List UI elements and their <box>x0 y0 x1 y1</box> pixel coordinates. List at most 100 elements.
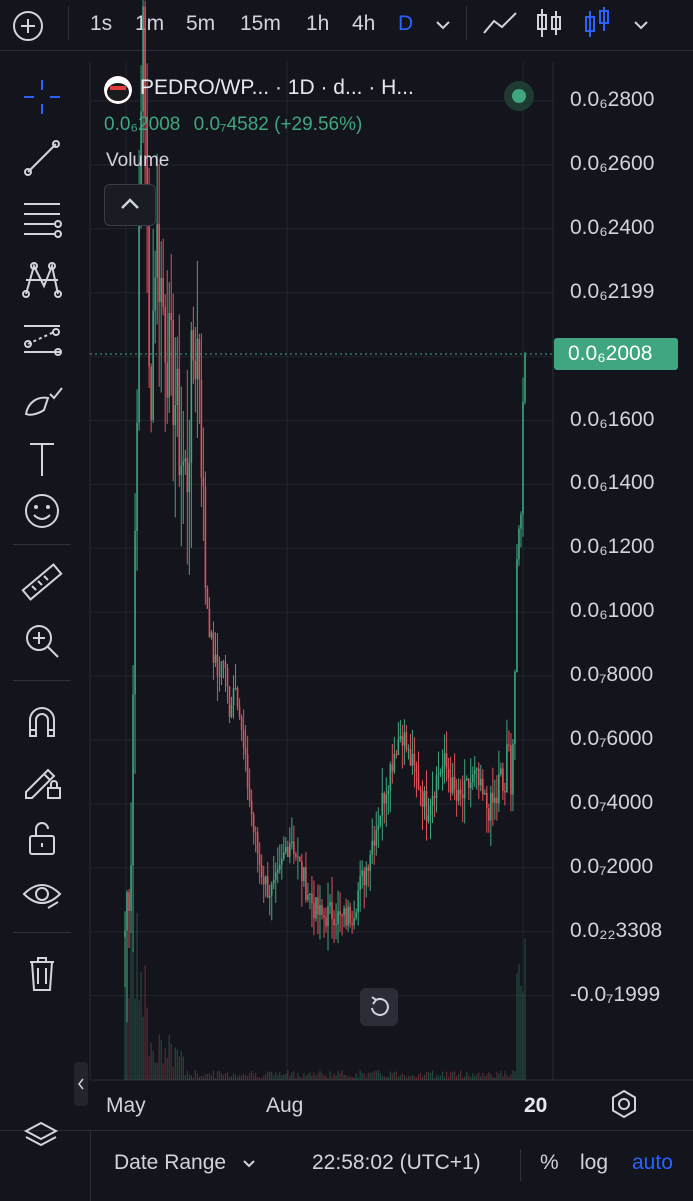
timeframe-1h[interactable]: 1h <box>306 12 330 35</box>
settings-icon[interactable] <box>608 1088 640 1120</box>
volume-label[interactable]: Volume <box>106 150 170 171</box>
candle-body <box>411 753 414 766</box>
volume-bar <box>468 1075 470 1080</box>
log-scale-button[interactable]: log <box>580 1151 609 1174</box>
volume-bar <box>433 1077 436 1080</box>
candle-body <box>289 843 291 858</box>
chevron-down-icon[interactable] <box>630 14 652 36</box>
candle-body <box>184 458 187 462</box>
candle-body <box>204 486 207 588</box>
candle-body <box>490 792 492 821</box>
candle-body <box>345 908 347 926</box>
candle-body <box>327 906 329 927</box>
volume-bar <box>323 1075 325 1080</box>
candle-body <box>488 808 490 821</box>
candles-icon[interactable] <box>530 5 570 41</box>
volume-bar <box>130 931 132 1080</box>
candle-body <box>303 867 305 882</box>
collapse-toolbar-button[interactable] <box>74 1062 88 1106</box>
volume-bar <box>166 1057 168 1080</box>
brush-icon[interactable] <box>18 376 66 422</box>
volume-bar <box>522 992 524 1080</box>
date-range-button[interactable]: Date Range <box>114 1151 227 1174</box>
magnet-icon[interactable] <box>18 698 66 744</box>
candle-body <box>291 841 293 844</box>
candle-body <box>357 890 359 913</box>
reset-chart-button[interactable] <box>360 988 398 1026</box>
auto-scale-button[interactable]: auto <box>632 1151 673 1174</box>
layers-icon[interactable] <box>22 1117 60 1155</box>
candle-body <box>361 870 363 876</box>
volume-bar <box>367 1072 369 1080</box>
heikin-ashi-icon[interactable] <box>580 5 620 41</box>
trend-line-icon[interactable] <box>18 136 66 182</box>
volume-bar <box>361 1072 363 1080</box>
candle-body <box>383 792 386 804</box>
timeframe-1s[interactable]: 1s <box>90 12 113 35</box>
crosshair-icon[interactable] <box>18 74 66 120</box>
candle-body <box>176 368 179 405</box>
volume-bar <box>369 1072 371 1080</box>
candle-body <box>246 754 249 789</box>
volume-bar <box>303 1073 305 1080</box>
symbol-title[interactable]: PEDRO/WP... · 1D · d... · H... <box>140 76 414 99</box>
time-label-latest: 20 <box>524 1094 548 1117</box>
pattern-icon[interactable] <box>18 256 66 302</box>
toolbar-divider <box>13 680 71 681</box>
price-tick-label: 0.0₇8000 <box>570 663 654 687</box>
candle-body <box>196 338 199 380</box>
percent-scale-button[interactable]: % <box>540 1151 559 1174</box>
candle-body <box>461 794 464 799</box>
volume-bar <box>144 965 146 1080</box>
candle-body <box>168 313 171 398</box>
candle-body <box>280 858 283 865</box>
volume-bar <box>373 1070 375 1080</box>
volume-bar <box>520 985 522 1080</box>
forecast-icon[interactable] <box>18 316 66 362</box>
volume-bar <box>222 1075 225 1080</box>
chevron-down-icon[interactable] <box>432 14 454 36</box>
chevron-down-icon[interactable] <box>240 1155 258 1173</box>
candle-body <box>140 111 142 205</box>
timeframe-15m[interactable]: 15m <box>240 12 281 35</box>
line-chart-icon[interactable] <box>480 5 520 41</box>
collapse-indicators-button[interactable] <box>104 184 156 226</box>
timeframe-d[interactable]: D <box>398 12 414 35</box>
candle-body <box>506 744 508 793</box>
text-icon[interactable] <box>18 436 66 482</box>
candle-body <box>319 904 321 915</box>
candle-body <box>477 768 480 786</box>
unlock-icon[interactable] <box>18 816 66 862</box>
candle-body <box>130 865 132 911</box>
price-chart[interactable] <box>0 0 693 1130</box>
candle-body <box>158 223 160 303</box>
fib-retracement-icon[interactable] <box>18 196 66 242</box>
volume-bar <box>261 1077 263 1080</box>
volume-bar <box>132 948 134 1080</box>
legend-values: 0.0₆2008 0.0₇4582 (+29.56%) <box>104 114 370 136</box>
zoom-in-icon[interactable] <box>18 618 66 664</box>
timeframe-5m[interactable]: 5m <box>186 12 216 35</box>
candle-body <box>441 765 444 773</box>
candle-body <box>453 776 456 790</box>
candle-body <box>429 805 432 816</box>
candle-body <box>405 732 408 750</box>
trash-icon[interactable] <box>18 950 66 996</box>
candle-body <box>188 462 191 493</box>
volume-bar <box>450 1072 452 1080</box>
eye-icon[interactable] <box>18 872 66 918</box>
volume-bar <box>419 1072 422 1080</box>
ruler-icon[interactable] <box>18 560 66 606</box>
volume-bar <box>230 1075 233 1080</box>
price-tick-label: 0.0₆2199 <box>570 279 655 303</box>
timeframe-4h[interactable]: 4h <box>352 12 376 35</box>
volume-bar <box>162 1063 164 1080</box>
emoji-icon[interactable] <box>18 488 66 534</box>
volume-bar <box>317 1073 319 1080</box>
clock-time[interactable]: 22:58:02 (UTC+1) <box>312 1151 481 1174</box>
candle-body <box>379 815 382 826</box>
lock-drawing-icon[interactable] <box>18 756 66 802</box>
add-symbol-icon[interactable] <box>12 10 44 42</box>
candle-body <box>150 366 152 421</box>
candle-body <box>335 924 337 926</box>
